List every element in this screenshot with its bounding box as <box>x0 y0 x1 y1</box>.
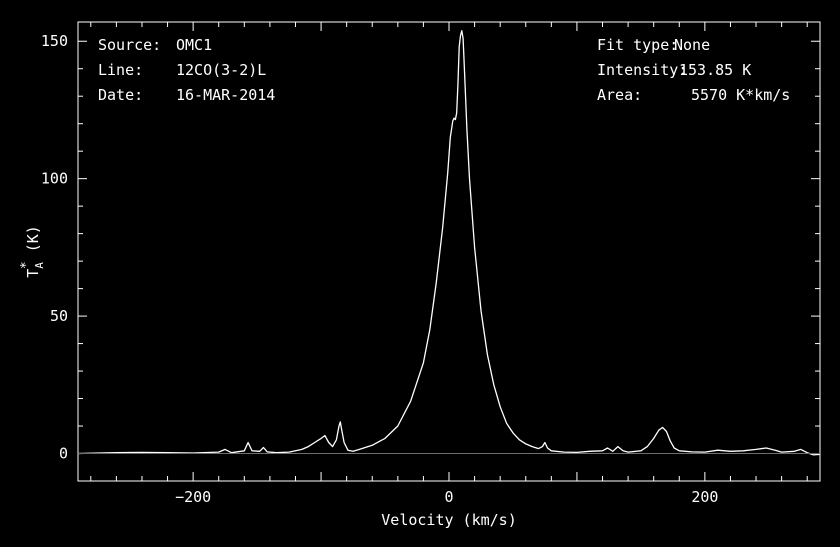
fit-type-label: Fit type: <box>597 36 679 54</box>
y-tick-label: 150 <box>41 32 68 50</box>
y-tick-label: 0 <box>59 445 68 463</box>
source-value: OMC1 <box>176 36 213 54</box>
intensity-label: Intensity: <box>597 61 688 79</box>
spectrum-line-0 <box>78 30 820 456</box>
date-label: Date: <box>98 86 144 104</box>
x-axis-label: Velocity (km/s) <box>381 511 516 529</box>
area-value: 5570 K*km/s <box>691 86 791 104</box>
y-tick-label: 50 <box>50 307 68 325</box>
source-label: Source: <box>98 36 162 54</box>
x-tick-label: 200 <box>691 488 718 506</box>
x-tick-label: −200 <box>175 488 211 506</box>
fit-type-value: None <box>674 36 711 54</box>
x-tick-label: 0 <box>444 488 453 506</box>
area-label: Area: <box>597 86 643 104</box>
line-value: 12CO(3-2)L <box>176 61 267 79</box>
y-axis-label: TA* (K) <box>19 225 46 278</box>
date-value: 16-MAR-2014 <box>176 86 276 104</box>
line-label: Line: <box>98 61 144 79</box>
y-tick-label: 100 <box>41 170 68 188</box>
intensity-value: 153.85 K <box>679 61 752 79</box>
